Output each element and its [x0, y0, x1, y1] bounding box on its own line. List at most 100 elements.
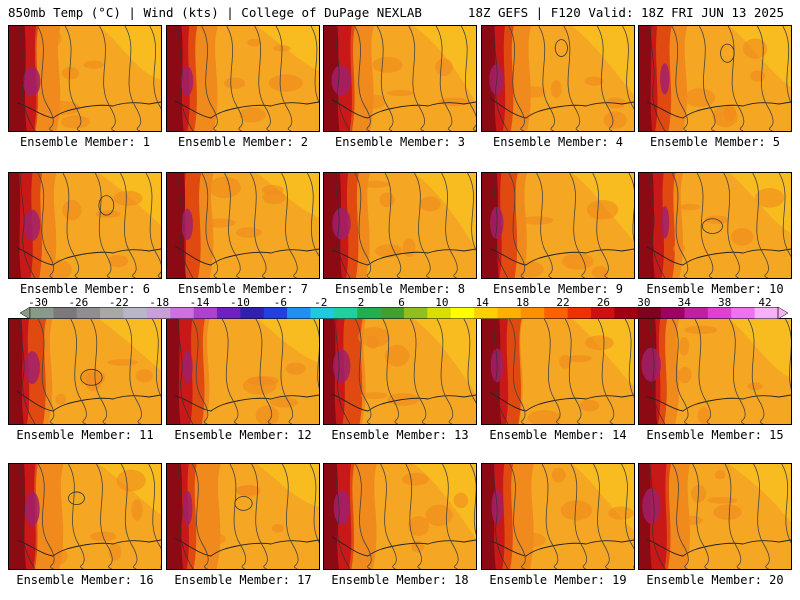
colorbar-swatch	[567, 307, 592, 319]
colorbar-tick-label: -18	[149, 296, 170, 309]
ensemble-member-label: Ensemble Member: 17	[174, 573, 312, 587]
ensemble-member-map	[638, 318, 792, 425]
ensemble-member-map	[166, 25, 320, 132]
colorbar-tick-label: 26	[596, 296, 611, 309]
ensemble-member-label: Ensemble Member: 11	[16, 428, 154, 442]
ensemble-member-label: Ensemble Member: 7	[177, 282, 309, 296]
colorbar-swatch	[520, 307, 545, 319]
ensemble-member-map	[481, 318, 635, 425]
temperature-map	[482, 464, 634, 569]
colorbar-swatch	[333, 307, 358, 319]
ensemble-member-label: Ensemble Member: 3	[334, 135, 466, 149]
colorbar-tick-label: -30	[28, 296, 48, 309]
colorbar-swatch	[684, 307, 709, 319]
colorbar-tick-label: -14	[189, 296, 210, 309]
colorbar-swatch	[193, 307, 218, 319]
colorbar-swatch	[497, 307, 522, 319]
ensemble-member-map	[8, 318, 162, 425]
colorbar-tick-label: -6	[273, 296, 287, 309]
temperature-map	[167, 464, 319, 569]
ensemble-member-label: Ensemble Member: 5	[649, 135, 781, 149]
colorbar-outline	[29, 307, 779, 319]
colorbar-swatch	[123, 307, 148, 319]
colorbar-swatch	[404, 307, 428, 319]
colorbar-swatch	[450, 307, 475, 319]
colorbar-swatch	[287, 307, 311, 319]
colorbar-swatch	[217, 307, 241, 319]
colorbar-swatch	[30, 307, 54, 319]
colorbar-swatch	[146, 307, 171, 319]
model-valid-time: 18Z GEFS | F120 Valid: 18Z FRI JUN 13 20…	[467, 5, 784, 20]
map-title: 850mb Temp (°C) | Wind (kts) | College o…	[8, 5, 422, 20]
temperature-map	[9, 464, 161, 569]
colorbar-tick-label: 38	[717, 296, 732, 309]
ensemble-member-label: Ensemble Member: 14	[489, 428, 627, 442]
temperature-map	[9, 319, 161, 424]
temperature-map	[324, 26, 476, 131]
temperature-map	[167, 26, 319, 131]
ensemble-member-map	[323, 463, 477, 570]
colorbar-swatch	[754, 307, 779, 319]
ensemble-member-map	[481, 172, 635, 279]
colorbar-swatch	[661, 307, 685, 319]
temperature-map	[324, 464, 476, 569]
temperature-map	[639, 319, 791, 424]
colorbar-swatch	[310, 307, 335, 319]
ensemble-member-label: Ensemble Member: 8	[334, 282, 466, 296]
ensemble-member-label: Ensemble Member: 4	[492, 135, 624, 149]
colorbar-tick-label: 22	[556, 296, 570, 309]
temperature-map	[482, 173, 634, 278]
ensemble-member-map	[481, 463, 635, 570]
ensemble-member-map	[8, 172, 162, 279]
ensemble-member-label: Ensemble Member: 2	[177, 135, 309, 149]
ensemble-member-label: Ensemble Member: 16	[16, 573, 154, 587]
colorbar-tick-label: -22	[108, 296, 129, 309]
colorbar-swatch	[53, 307, 78, 319]
ensemble-member-map	[8, 25, 162, 132]
temperature-map	[9, 173, 161, 278]
colorbar-tick-label: 14	[475, 296, 489, 309]
ensemble-member-label: Ensemble Member: 20	[646, 573, 784, 587]
ensemble-member-map	[638, 172, 792, 279]
colorbar-tick-label: 10	[435, 296, 449, 309]
ensemble-member-map	[323, 25, 477, 132]
colorbar-tick-label: 18	[516, 296, 530, 309]
temperature-map	[482, 319, 634, 424]
colorbar-swatch	[474, 307, 498, 319]
colorbar-swatch	[544, 307, 568, 319]
colorbar-swatch	[240, 307, 265, 319]
colorbar-tick-label: -26	[68, 296, 89, 309]
colorbar-swatch	[427, 307, 452, 319]
colorbar-swatch	[731, 307, 755, 319]
temperature-map	[639, 26, 791, 131]
ensemble-member-map	[166, 318, 320, 425]
temperature-colorbar	[20, 307, 788, 319]
ensemble-member-map	[638, 25, 792, 132]
colorbar-swatch	[591, 307, 615, 319]
temperature-map	[639, 173, 791, 278]
colorbar-swatch	[76, 307, 101, 319]
ensemble-member-label: Ensemble Member: 12	[174, 428, 312, 442]
colorbar-tick-label: 34	[677, 296, 691, 309]
colorbar-tick-label: 2	[357, 296, 365, 309]
ensemble-member-map	[481, 25, 635, 132]
ensemble-member-label: Ensemble Member: 18	[331, 573, 469, 587]
colorbar-tick-label: -10	[230, 296, 250, 309]
temperature-map	[324, 319, 476, 424]
ensemble-member-label: Ensemble Member: 1	[19, 135, 151, 149]
colorbar-tick-label: 6	[398, 296, 405, 309]
colorbar-tick-label: -2	[314, 296, 328, 309]
temperature-map	[9, 26, 161, 131]
temperature-map	[167, 173, 319, 278]
colorbar-tick-label: 30	[637, 296, 651, 309]
colorbar-right-arrow	[777, 307, 788, 319]
ensemble-member-label: Ensemble Member: 15	[646, 428, 784, 442]
temperature-map	[167, 319, 319, 424]
ensemble-member-label: Ensemble Member: 13	[331, 428, 469, 442]
colorbar-swatch	[357, 307, 381, 319]
ensemble-member-label: Ensemble Member: 19	[489, 573, 627, 587]
ensemble-member-label: Ensemble Member: 9	[492, 282, 624, 296]
colorbar-tick-label: 42	[758, 296, 772, 309]
colorbar-swatch	[170, 307, 194, 319]
ensemble-member-label: Ensemble Member: 6	[19, 282, 151, 296]
